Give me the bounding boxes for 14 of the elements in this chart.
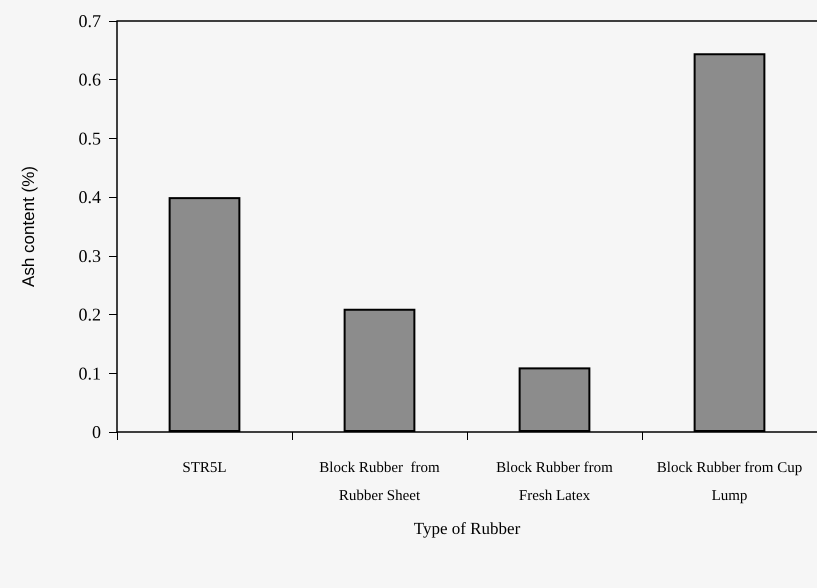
y-tick-label: 0: [92, 422, 101, 442]
y-tick-label: 0.4: [78, 187, 101, 208]
x-tick-label: Block Rubber from Fresh Latex: [496, 460, 614, 504]
y-tick-label: 0.3: [78, 246, 101, 266]
y-axis-title: Ash content (%): [19, 166, 38, 287]
x-tick-label: Block Rubber from Rubber Sheet: [319, 460, 440, 504]
y-tick-label: 0.1: [78, 363, 101, 384]
x-axis-title: Type of Rubber: [414, 519, 521, 538]
y-tick-label: 0.2: [78, 304, 101, 325]
y-tick-label: 0.5: [78, 128, 101, 148]
x-tick-label: Block Rubber from Cup Lump: [656, 460, 802, 504]
x-tick-label: STR5L: [182, 460, 227, 476]
y-tick-label: 0.7: [78, 11, 101, 31]
y-tick-label: 0.6: [78, 70, 101, 90]
